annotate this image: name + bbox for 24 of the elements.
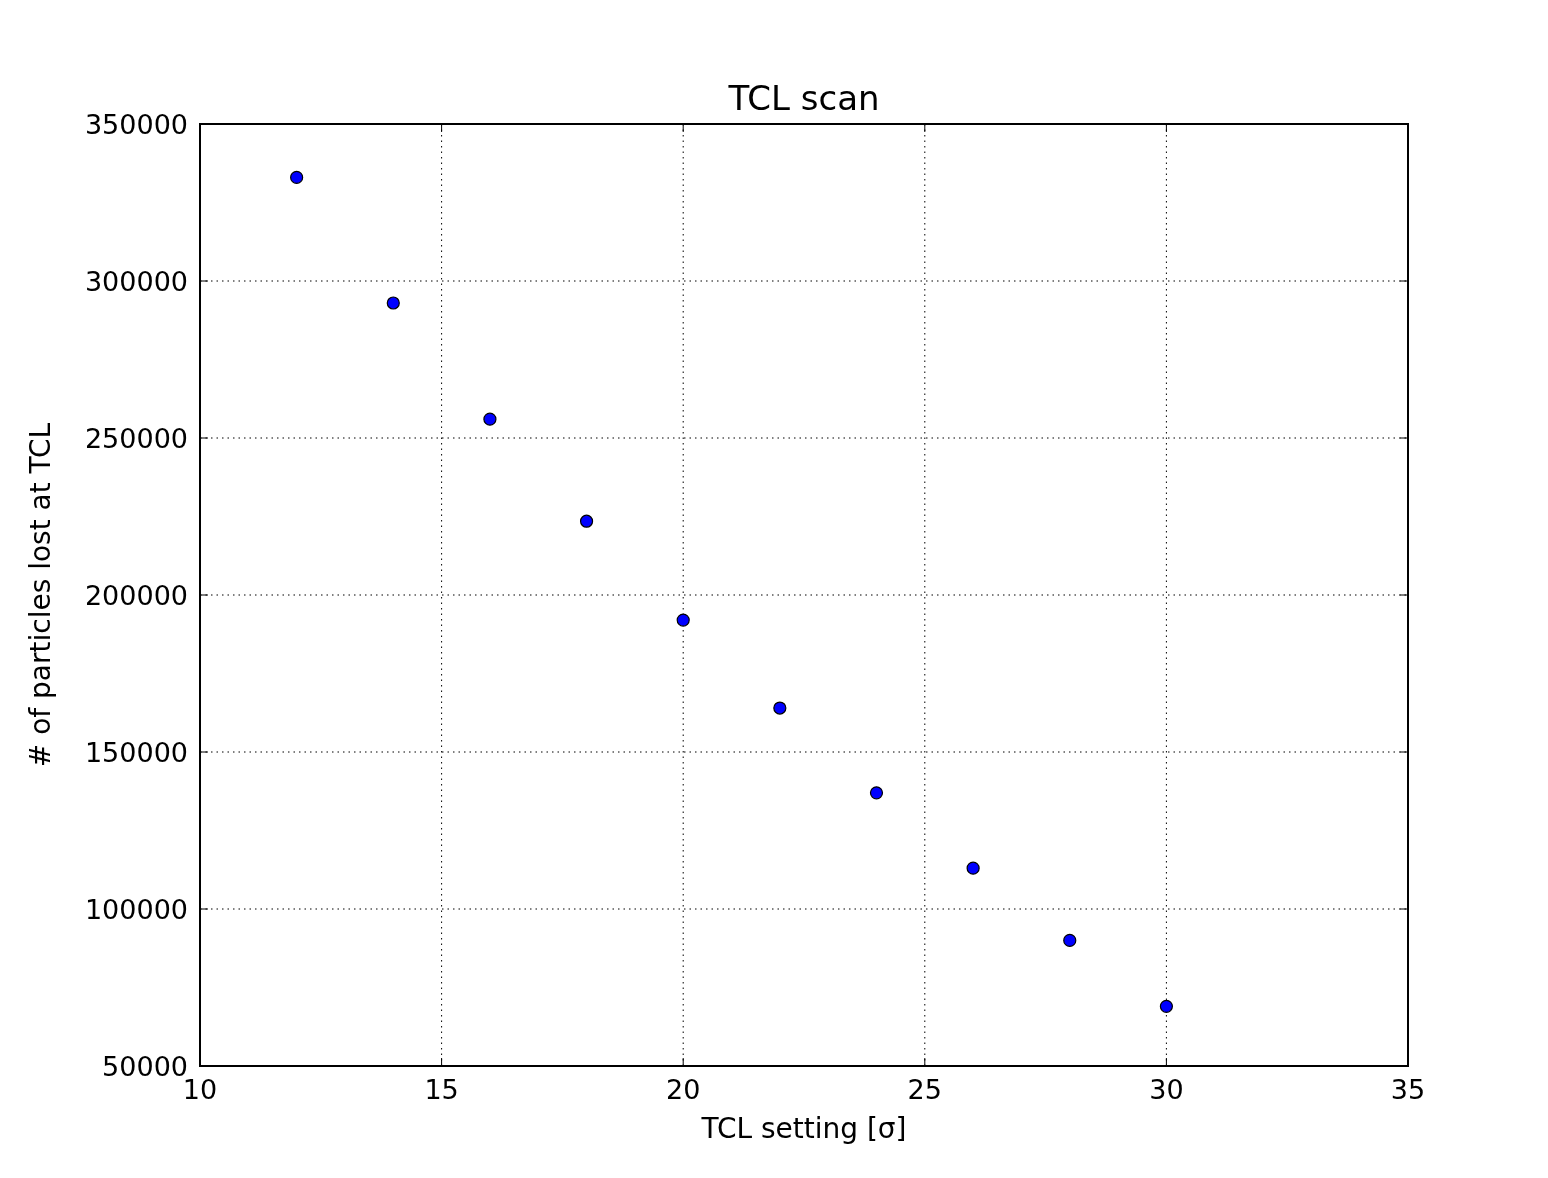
x-axis-title: TCL setting [σ] [700, 1112, 907, 1145]
point [869, 786, 884, 800]
point [773, 701, 787, 715]
y-axis-title: # of particles lost at TCL [24, 422, 57, 768]
x-tick-label: 35 [1390, 1074, 1426, 1105]
point [676, 613, 690, 627]
chart-title: TCL scan [727, 78, 880, 118]
point [1159, 999, 1173, 1013]
point [966, 861, 980, 875]
x-tick-label: 15 [424, 1074, 459, 1105]
point [483, 412, 497, 426]
x-tick-label: 30 [1149, 1074, 1184, 1105]
point [290, 170, 304, 184]
y-tick-label: 100000 [84, 894, 188, 925]
y-tick-label: 350000 [84, 109, 188, 140]
point [1063, 933, 1077, 947]
y-tick-label: 300000 [84, 266, 188, 297]
point [579, 514, 594, 528]
y-tick-label: 250000 [84, 423, 188, 454]
y-tick-label: 200000 [84, 580, 188, 611]
y-tick-label: 150000 [84, 737, 188, 768]
x-tick-label: 25 [907, 1074, 942, 1105]
point [386, 296, 400, 310]
x-tick-label: 20 [666, 1074, 701, 1105]
